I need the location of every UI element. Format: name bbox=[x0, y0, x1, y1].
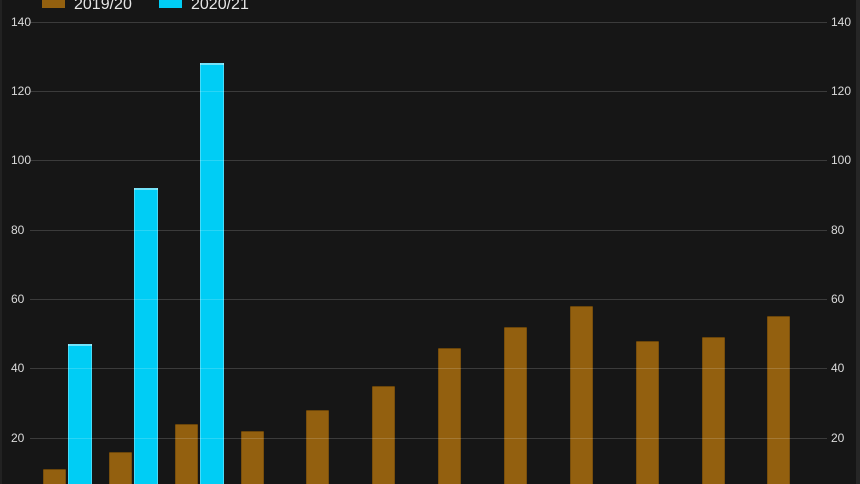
gridline-20 bbox=[30, 438, 827, 439]
bar-2020-21-group-1[interactable] bbox=[68, 344, 92, 484]
y-tick-label-left-20: 20 bbox=[11, 431, 25, 445]
y-tick-label-left-140: 140 bbox=[11, 15, 32, 29]
gridline-40 bbox=[30, 368, 827, 369]
gridline-80 bbox=[30, 230, 827, 231]
gridline-100 bbox=[30, 160, 827, 161]
y-tick-label-right-100: 100 bbox=[831, 153, 852, 167]
bar-2019-20-group-7[interactable] bbox=[438, 348, 461, 484]
y-tick-label-right-80: 80 bbox=[831, 223, 845, 237]
bar-2019-20-group-1[interactable] bbox=[43, 469, 66, 484]
bar-2019-20-group-12[interactable] bbox=[767, 316, 790, 484]
y-tick-label-left-40: 40 bbox=[11, 361, 25, 375]
bar-2019-20-group-10[interactable] bbox=[636, 341, 659, 484]
y-tick-label-right-20: 20 bbox=[831, 431, 845, 445]
legend-label-2020-21: 2020/21 bbox=[191, 0, 249, 13]
bar-2019-20-group-4[interactable] bbox=[241, 431, 264, 484]
y-tick-label-left-120: 120 bbox=[11, 84, 32, 98]
bar-2019-20-group-6[interactable] bbox=[372, 386, 395, 484]
y-tick-label-left-100: 100 bbox=[11, 153, 32, 167]
bar-2019-20-group-2[interactable] bbox=[109, 452, 132, 484]
bar-2019-20-group-11[interactable] bbox=[702, 337, 725, 484]
y-tick-label-right-60: 60 bbox=[831, 292, 845, 306]
gridline-140 bbox=[30, 22, 827, 23]
gridline-60 bbox=[30, 299, 827, 300]
y-tick-label-left-80: 80 bbox=[11, 223, 25, 237]
bar-2020-21-group-2[interactable] bbox=[134, 188, 158, 484]
bar-2019-20-group-8[interactable] bbox=[504, 327, 527, 484]
legend-swatch-2020-21 bbox=[159, 0, 182, 8]
legend-swatch-2019-20 bbox=[42, 0, 65, 8]
y-tick-label-left-60: 60 bbox=[11, 292, 25, 306]
bar-2019-20-group-5[interactable] bbox=[306, 410, 329, 484]
legend-label-2019-20: 2019/20 bbox=[74, 0, 132, 13]
left-edge-strip bbox=[0, 0, 2, 484]
right-edge-strip bbox=[856, 0, 860, 484]
y-tick-label-right-140: 140 bbox=[831, 15, 852, 29]
y-tick-label-right-120: 120 bbox=[831, 84, 852, 98]
bar-2019-20-group-9[interactable] bbox=[570, 306, 593, 484]
bar-2020-21-group-3[interactable] bbox=[200, 63, 224, 484]
gridline-120 bbox=[30, 91, 827, 92]
bar-2019-20-group-3[interactable] bbox=[175, 424, 198, 484]
y-tick-label-right-40: 40 bbox=[831, 361, 845, 375]
